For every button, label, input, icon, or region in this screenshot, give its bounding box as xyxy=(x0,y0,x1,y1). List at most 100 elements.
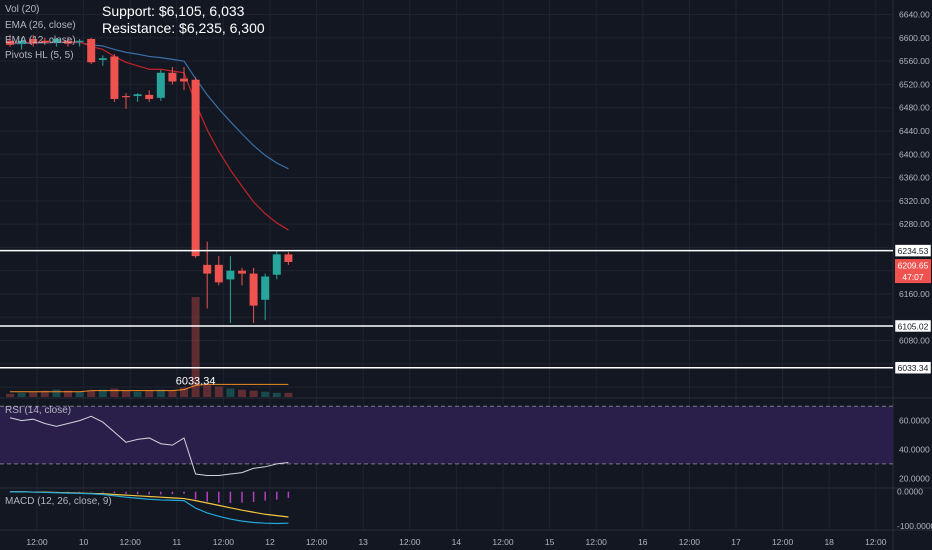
macd-histogram-bar xyxy=(276,491,278,500)
volume-bar xyxy=(110,388,119,397)
time-tick-label: 12:00 xyxy=(772,537,794,547)
rsi-pane xyxy=(0,405,893,476)
rsi-tick-label: 40.0000 xyxy=(899,444,930,454)
candle-body xyxy=(272,254,281,275)
macd-histogram-bar xyxy=(113,491,116,494)
macd-histogram-bar xyxy=(78,491,81,493)
macd-histogram-bar xyxy=(218,491,220,503)
candle-body xyxy=(145,94,154,99)
price-tick-label: 6520.00 xyxy=(899,79,930,89)
macd-histogram-bar xyxy=(148,491,150,495)
macd-tick-label: -100.0000 xyxy=(897,521,932,531)
time-tick-label: 12:00 xyxy=(586,537,608,547)
support-annotation: Support: $6,105, 6,033 xyxy=(102,3,245,19)
candle-body xyxy=(191,79,200,257)
volume-bar xyxy=(133,391,142,397)
candle-body xyxy=(284,254,293,262)
time-tick-label: 12:00 xyxy=(213,537,235,547)
macd-histogram-bar xyxy=(160,491,162,495)
candle-body xyxy=(17,40,26,44)
resistance-annotation: Resistance: $6,235, 6,300 xyxy=(102,20,265,36)
macd-tick-label: 0.0000 xyxy=(897,487,923,497)
time-tick-label: 12:00 xyxy=(306,537,328,547)
price-tick-label: 6080.00 xyxy=(899,336,930,346)
macd-histogram-bar xyxy=(125,491,127,494)
time-tick-label: 17 xyxy=(731,537,741,547)
legend-ema12[interactable]: EMA (12, close) xyxy=(5,35,76,46)
legend-rsi[interactable]: RSI (14, close) xyxy=(5,405,72,416)
macd-line xyxy=(10,491,289,525)
price-tick-label: 6560.00 xyxy=(899,56,930,66)
price-tick-label: 6440.00 xyxy=(899,126,930,136)
macd-histogram-bar xyxy=(252,491,255,502)
macd-histogram-bar xyxy=(241,491,243,503)
rsi-tick-label: 60.0000 xyxy=(899,416,930,426)
volume-bar xyxy=(191,297,200,397)
candle-body xyxy=(133,94,142,97)
macd-histogram-bar xyxy=(183,491,185,494)
volume-bar xyxy=(145,390,154,397)
volume-bar xyxy=(75,391,84,397)
price-tick-label: 6160.00 xyxy=(899,289,930,299)
volume-bar xyxy=(214,386,223,397)
macd-histogram-bar xyxy=(206,491,208,502)
level-label-box xyxy=(894,361,932,374)
price-tick-label: 6400.00 xyxy=(899,149,930,159)
ema12-line xyxy=(10,41,289,231)
macd-pane xyxy=(9,491,290,525)
level-label-box xyxy=(894,244,932,257)
candle-body xyxy=(238,270,246,274)
legend-pivots[interactable]: Pivots HL (5, 5) xyxy=(5,50,74,61)
volume-bar xyxy=(249,390,258,397)
macd-histogram-bar xyxy=(102,491,104,493)
volume-bar xyxy=(226,388,235,397)
candle-body xyxy=(249,273,258,306)
volume-bar xyxy=(40,390,49,397)
volume-bar xyxy=(272,392,281,397)
time-tick-label: 12 xyxy=(265,537,275,547)
macd-histogram-bar xyxy=(229,491,232,504)
candles xyxy=(6,34,293,324)
price-tick-label: 6280.00 xyxy=(899,219,930,229)
time-tick-label: 14 xyxy=(452,537,462,547)
price-tick-label: 6600.00 xyxy=(899,33,930,43)
volume-bar xyxy=(29,391,38,397)
volume-bar xyxy=(261,391,270,397)
time-tick-label: 12:00 xyxy=(399,537,421,547)
price-tick-label: 6320.00 xyxy=(899,196,930,206)
candle-body xyxy=(261,276,270,300)
rsi-line xyxy=(9,415,289,476)
time-tick-label: 12:00 xyxy=(679,537,701,547)
countdown-label: 47:07 xyxy=(902,272,924,282)
macd-histogram-bar xyxy=(67,491,69,493)
volume-bar xyxy=(168,390,177,397)
time-tick-label: 11 xyxy=(172,537,181,547)
candle-body xyxy=(110,56,119,99)
legend-macd[interactable]: MACD (12, 26, close, 9) xyxy=(5,496,112,507)
time-tick-label: 12:00 xyxy=(120,537,142,547)
macd-histogram-bar xyxy=(90,491,92,493)
macd-histogram-bar xyxy=(136,491,139,495)
rsi-tick-label: 20.0000 xyxy=(899,473,930,483)
volume-bar xyxy=(6,393,14,397)
legend-vol[interactable]: Vol (20) xyxy=(5,4,40,15)
candle-body xyxy=(168,72,177,82)
time-tick-label: 12:00 xyxy=(492,537,514,547)
axes: 6080.00 6160.00 6280.00 6320.00 6360.00 6400.… xyxy=(26,10,932,547)
time-tick-label: 10 xyxy=(79,537,89,547)
ema-lines xyxy=(10,41,289,231)
legend-ema26[interactable]: EMA (26, close) xyxy=(5,20,76,31)
volume-bar xyxy=(284,392,293,397)
time-tick-label: 12:00 xyxy=(865,537,887,547)
candle-body xyxy=(29,39,38,44)
candle-body xyxy=(214,264,223,283)
volume-ma-line xyxy=(10,383,289,393)
price-tick-label: 6360.00 xyxy=(899,173,930,183)
candle-body xyxy=(180,78,188,82)
candle-body xyxy=(226,270,235,280)
macd-histogram-bar xyxy=(264,491,266,501)
time-tick-label: 16 xyxy=(638,537,648,547)
